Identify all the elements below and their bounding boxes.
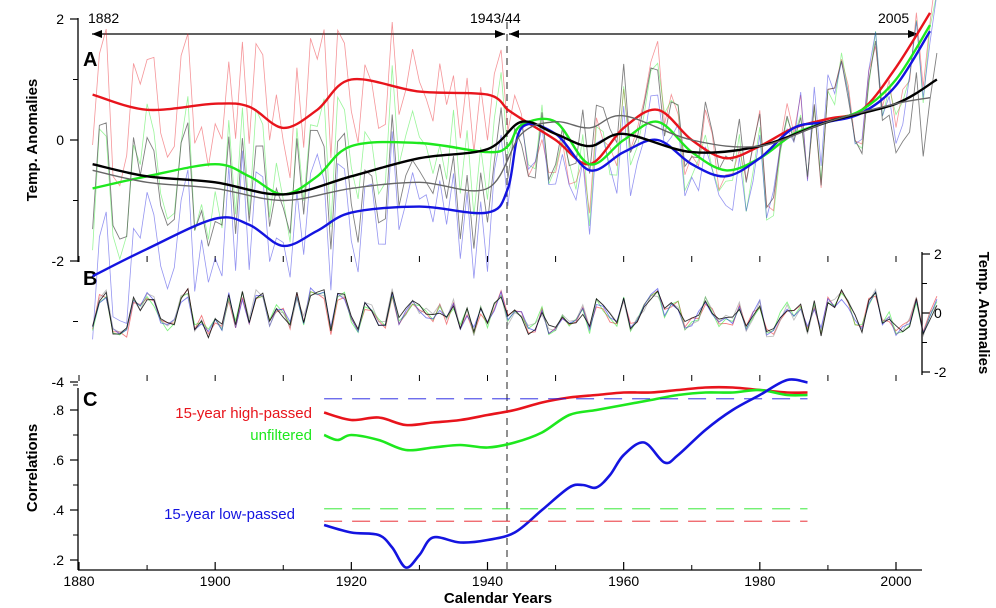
- panel-b-y-tick-label: 2: [934, 246, 942, 262]
- series-layer: [92, 12, 938, 569]
- x-tick-label: 1960: [608, 573, 639, 589]
- annotation-arrows: [92, 30, 918, 38]
- panel-c-curve-blue: [323, 378, 808, 569]
- x-tick-label: 1900: [200, 573, 231, 589]
- panel-label-c: C: [83, 389, 97, 411]
- tick-labels-layer: 420-2-420-2.8.6.4.2188019001920194019601…: [52, 11, 947, 589]
- panel-c-y-tick-label: .8: [52, 402, 64, 418]
- panel-b-series-black: [92, 287, 938, 339]
- panel-b-y-tick-label: 0: [934, 305, 942, 321]
- panel-a-raw-blue: [92, 0, 937, 340]
- legend-high-passed: 15-year high-passed: [175, 405, 312, 422]
- axes-layer: [70, 18, 930, 571]
- x-tick-label: 2000: [880, 573, 911, 589]
- annotation-end-year: 2005: [878, 10, 909, 26]
- panel-c-y-tick-label: .4: [52, 502, 64, 518]
- panel-a-y-tick-label: 0: [56, 132, 64, 148]
- x-tick-label: 1980: [744, 573, 775, 589]
- panel-b-y-tick-label: -2: [934, 364, 947, 380]
- panel-c-curve-red: [323, 385, 808, 427]
- panel-a-raw-red: [92, 0, 934, 214]
- panel-a-y-tick-label: -4: [52, 374, 65, 390]
- panel-a-smooth-gray: [92, 97, 931, 202]
- panel-a-y-axis-label: Temp. Anomalies: [24, 79, 41, 202]
- panel-b-series-gray: [92, 287, 938, 339]
- noise-series-layer: [92, 0, 938, 340]
- annotation-start-year: 1882: [88, 10, 119, 26]
- x-tick-label: 1940: [472, 573, 503, 589]
- panel-c-y-axis-label: Correlations: [24, 424, 41, 512]
- panel-label-b: B: [83, 268, 97, 290]
- legend-low-passed: 15-year low-passed: [164, 506, 295, 523]
- panel-c-y-tick-label: .6: [52, 452, 64, 468]
- panel-label-a: A: [83, 49, 97, 71]
- panel-a-y-tick-label: 2: [56, 11, 64, 27]
- panel-c-y-tick-label: .2: [52, 552, 64, 568]
- x-axis-label: Calendar Years: [444, 590, 552, 607]
- panel-a-y-tick-label: -2: [52, 253, 65, 269]
- legend-unfiltered: unfiltered: [250, 427, 312, 444]
- panel-b-series-blue: [92, 286, 938, 337]
- x-tick-label: 1920: [336, 573, 367, 589]
- x-tick-label: 1880: [63, 573, 94, 589]
- annotation-split-year: 1943/44: [470, 10, 521, 26]
- panel-b-y-axis-label: Temp. Anomalies: [975, 252, 992, 375]
- panel-c-curve-green: [323, 388, 808, 452]
